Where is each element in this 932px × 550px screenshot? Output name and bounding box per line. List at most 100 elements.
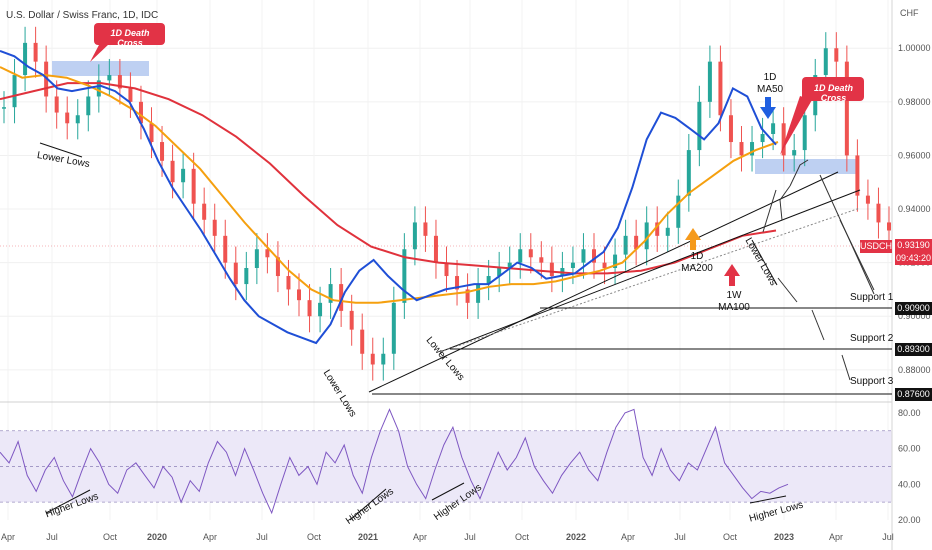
candle-body bbox=[339, 284, 344, 311]
y-axis-rsi[interactable]: 80.00 60.00 40.00 20.00 bbox=[898, 408, 921, 525]
candle-body bbox=[592, 249, 596, 263]
candle-body bbox=[360, 329, 365, 354]
candle-body bbox=[876, 203, 881, 223]
candle-body bbox=[486, 276, 491, 285]
trendline-main bbox=[368, 171, 839, 393]
x-axis[interactable]: Apr Jul Oct 2020 Apr Jul Oct 2021 Apr Jul Oct 2022 A… bbox=[1, 532, 894, 542]
rsi-pane bbox=[0, 408, 892, 515]
candle-body bbox=[402, 249, 407, 303]
candle-body bbox=[65, 112, 70, 124]
ma200-line bbox=[0, 66, 779, 304]
trendline-secondary bbox=[439, 189, 861, 353]
candle-body bbox=[792, 150, 797, 156]
resistance-zone-left bbox=[52, 61, 149, 76]
ma100-line bbox=[0, 82, 777, 275]
candle-body bbox=[518, 249, 523, 263]
candle-body bbox=[128, 88, 133, 102]
candle-body bbox=[75, 115, 80, 124]
y-tick-label: 0.94000 bbox=[898, 204, 931, 214]
candle-body bbox=[212, 219, 217, 236]
candle-body bbox=[613, 254, 618, 268]
x-tick-label: Apr bbox=[621, 532, 635, 542]
y-tick-label: 0.88000 bbox=[898, 365, 931, 375]
candle-body bbox=[370, 353, 375, 365]
x-tick-label: Jul bbox=[464, 532, 476, 542]
candle-body bbox=[233, 262, 238, 285]
y-tick-label: 1.00000 bbox=[898, 43, 931, 53]
candle-body bbox=[181, 168, 186, 183]
chart-title: U.S. Dollar / Swiss Franc, 1D, IDC bbox=[6, 10, 158, 21]
candle-body bbox=[254, 249, 259, 268]
y-tick-label: 0.92000 bbox=[898, 258, 931, 268]
candle-body bbox=[391, 302, 396, 354]
candle-body bbox=[433, 235, 438, 263]
candle-body bbox=[286, 276, 291, 290]
candle-body bbox=[728, 115, 733, 143]
rsi-tick-label: 40.00 bbox=[898, 479, 921, 489]
candle-body bbox=[444, 262, 449, 277]
candle-body bbox=[771, 123, 776, 134]
x-tick-label: Apr bbox=[1, 532, 15, 542]
candle-body bbox=[349, 310, 354, 330]
candle-body bbox=[191, 168, 196, 204]
x-tick-label: Oct bbox=[723, 532, 738, 542]
rsi-tick-label: 60.00 bbox=[898, 444, 921, 454]
candle-body bbox=[865, 195, 870, 204]
candle-body bbox=[760, 134, 765, 143]
rsi-tick-label: 20.00 bbox=[898, 515, 921, 525]
candle-body bbox=[697, 101, 702, 151]
candle-body bbox=[739, 142, 744, 156]
candle-body bbox=[844, 61, 849, 156]
y-tick-label: 0.90000 bbox=[898, 311, 931, 321]
candle-body bbox=[423, 222, 428, 236]
candle-body bbox=[307, 300, 312, 317]
rsi-tick-label: 80.00 bbox=[898, 408, 921, 418]
candle-body bbox=[381, 353, 386, 365]
candle-body bbox=[117, 75, 122, 89]
candle-body bbox=[528, 249, 533, 258]
candle-body bbox=[602, 262, 607, 268]
x-tick-label: 2023 bbox=[774, 532, 794, 542]
x-tick-label: Oct bbox=[515, 532, 530, 542]
candle-body bbox=[465, 289, 470, 303]
candle-body bbox=[160, 142, 165, 161]
candle-body bbox=[202, 203, 207, 220]
candle-body bbox=[86, 96, 91, 116]
candle-body bbox=[412, 222, 417, 250]
x-tick-label: Jul bbox=[882, 532, 894, 542]
candle-body bbox=[781, 123, 786, 156]
candle-body bbox=[665, 227, 670, 236]
candle-body bbox=[107, 75, 112, 81]
candle-body bbox=[750, 142, 755, 156]
candle-body bbox=[2, 107, 6, 109]
y-axis-main[interactable]: 1.00000 0.98000 0.96000 0.94000 0.92000 0.900… bbox=[898, 43, 931, 375]
candle-body bbox=[223, 235, 228, 263]
x-tick-label: Apr bbox=[413, 532, 427, 542]
candle-body bbox=[813, 75, 818, 116]
x-tick-label: Oct bbox=[307, 532, 322, 542]
candle-body bbox=[12, 75, 17, 108]
candle-body bbox=[676, 195, 681, 228]
trendline-dotted bbox=[439, 207, 861, 353]
currency-label[interactable]: CHF bbox=[900, 8, 919, 18]
x-tick-label: Apr bbox=[829, 532, 843, 542]
candle-body bbox=[539, 257, 544, 263]
candle-body bbox=[855, 155, 860, 196]
candle-body bbox=[244, 268, 249, 285]
candle-body bbox=[802, 115, 807, 151]
candle-body bbox=[623, 235, 628, 255]
x-tick-label: Oct bbox=[103, 532, 118, 542]
candle-body bbox=[570, 262, 575, 268]
x-tick-label: Apr bbox=[203, 532, 217, 542]
candle-body bbox=[644, 222, 649, 250]
candle-body bbox=[707, 61, 712, 102]
candle-body bbox=[686, 150, 691, 196]
candle-body bbox=[887, 222, 891, 231]
candle-body bbox=[455, 276, 460, 290]
candle-body bbox=[297, 289, 301, 301]
projection-path bbox=[762, 159, 875, 381]
candle-body bbox=[823, 48, 828, 76]
candle-body bbox=[507, 262, 512, 268]
candle-body bbox=[54, 96, 59, 113]
